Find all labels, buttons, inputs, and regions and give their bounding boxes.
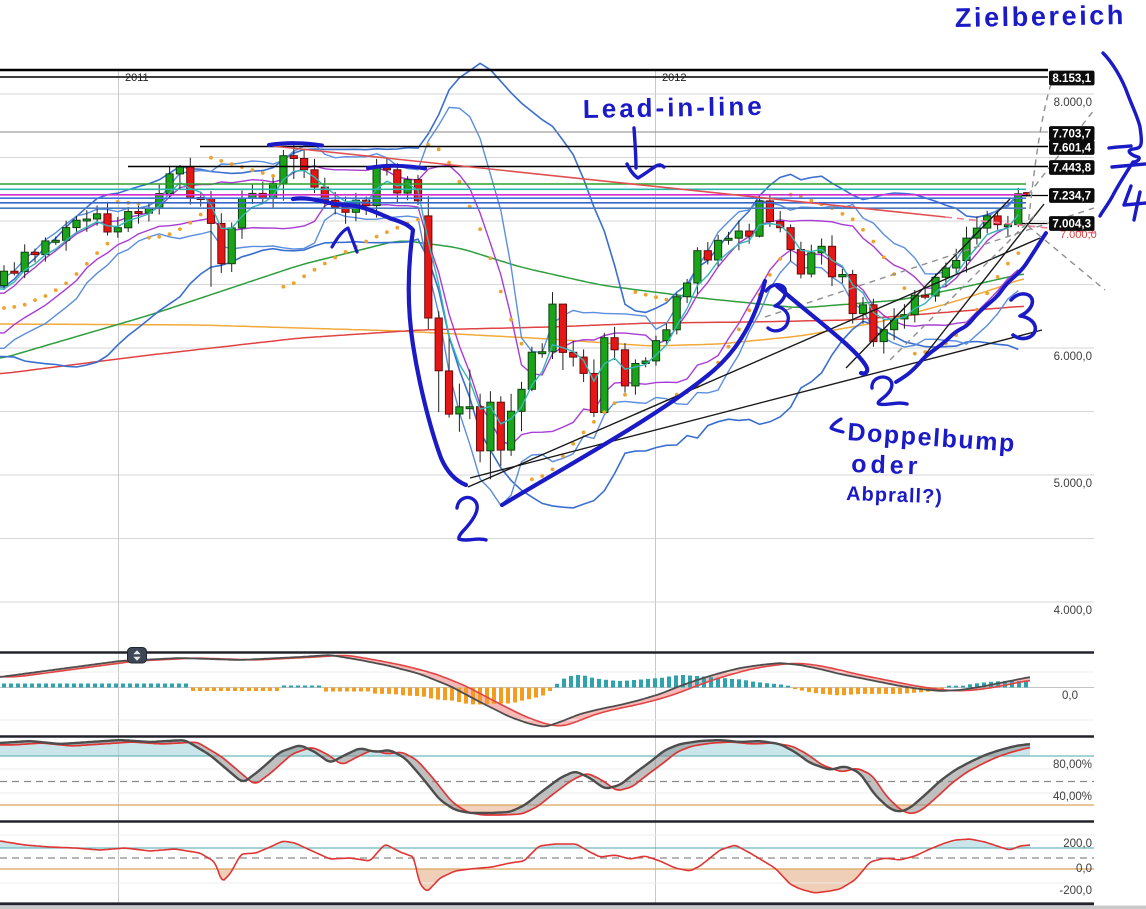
svg-text:7.234,7: 7.234,7 [1052,190,1091,203]
svg-text:7.000,0: 7.000,0 [1060,229,1097,241]
svg-text:-200,0: -200,0 [1059,885,1092,897]
svg-text:7.703,7: 7.703,7 [1052,128,1091,141]
svg-text:Lead-in-line: Lead-in-line [583,91,765,124]
svg-text:Zielbereich: Zielbereich [955,0,1127,33]
svg-text:7.443,8: 7.443,8 [1052,162,1091,175]
svg-text:oder: oder [851,450,922,480]
svg-text:2011: 2011 [125,72,149,84]
svg-text:5.000,0: 5.000,0 [1054,478,1092,490]
svg-text:2012: 2012 [662,72,686,84]
svg-text:6.000,0: 6.000,0 [1054,351,1092,363]
svg-text:8.153,1: 8.153,1 [1052,72,1091,85]
svg-text:0,0: 0,0 [1076,863,1092,875]
svg-text:4.000,0: 4.000,0 [1054,605,1092,617]
svg-text:80,00%: 80,00% [1053,759,1092,771]
svg-text:7.601,4: 7.601,4 [1052,142,1091,155]
svg-text:8.000,0: 8.000,0 [1054,97,1092,109]
svg-text:7.004,3: 7.004,3 [1052,218,1091,231]
svg-text:200,0: 200,0 [1063,838,1092,850]
svg-text:0,0: 0,0 [1062,690,1078,702]
svg-text:Abprall?): Abprall?) [846,483,943,508]
svg-text:40,00%: 40,00% [1053,791,1092,803]
